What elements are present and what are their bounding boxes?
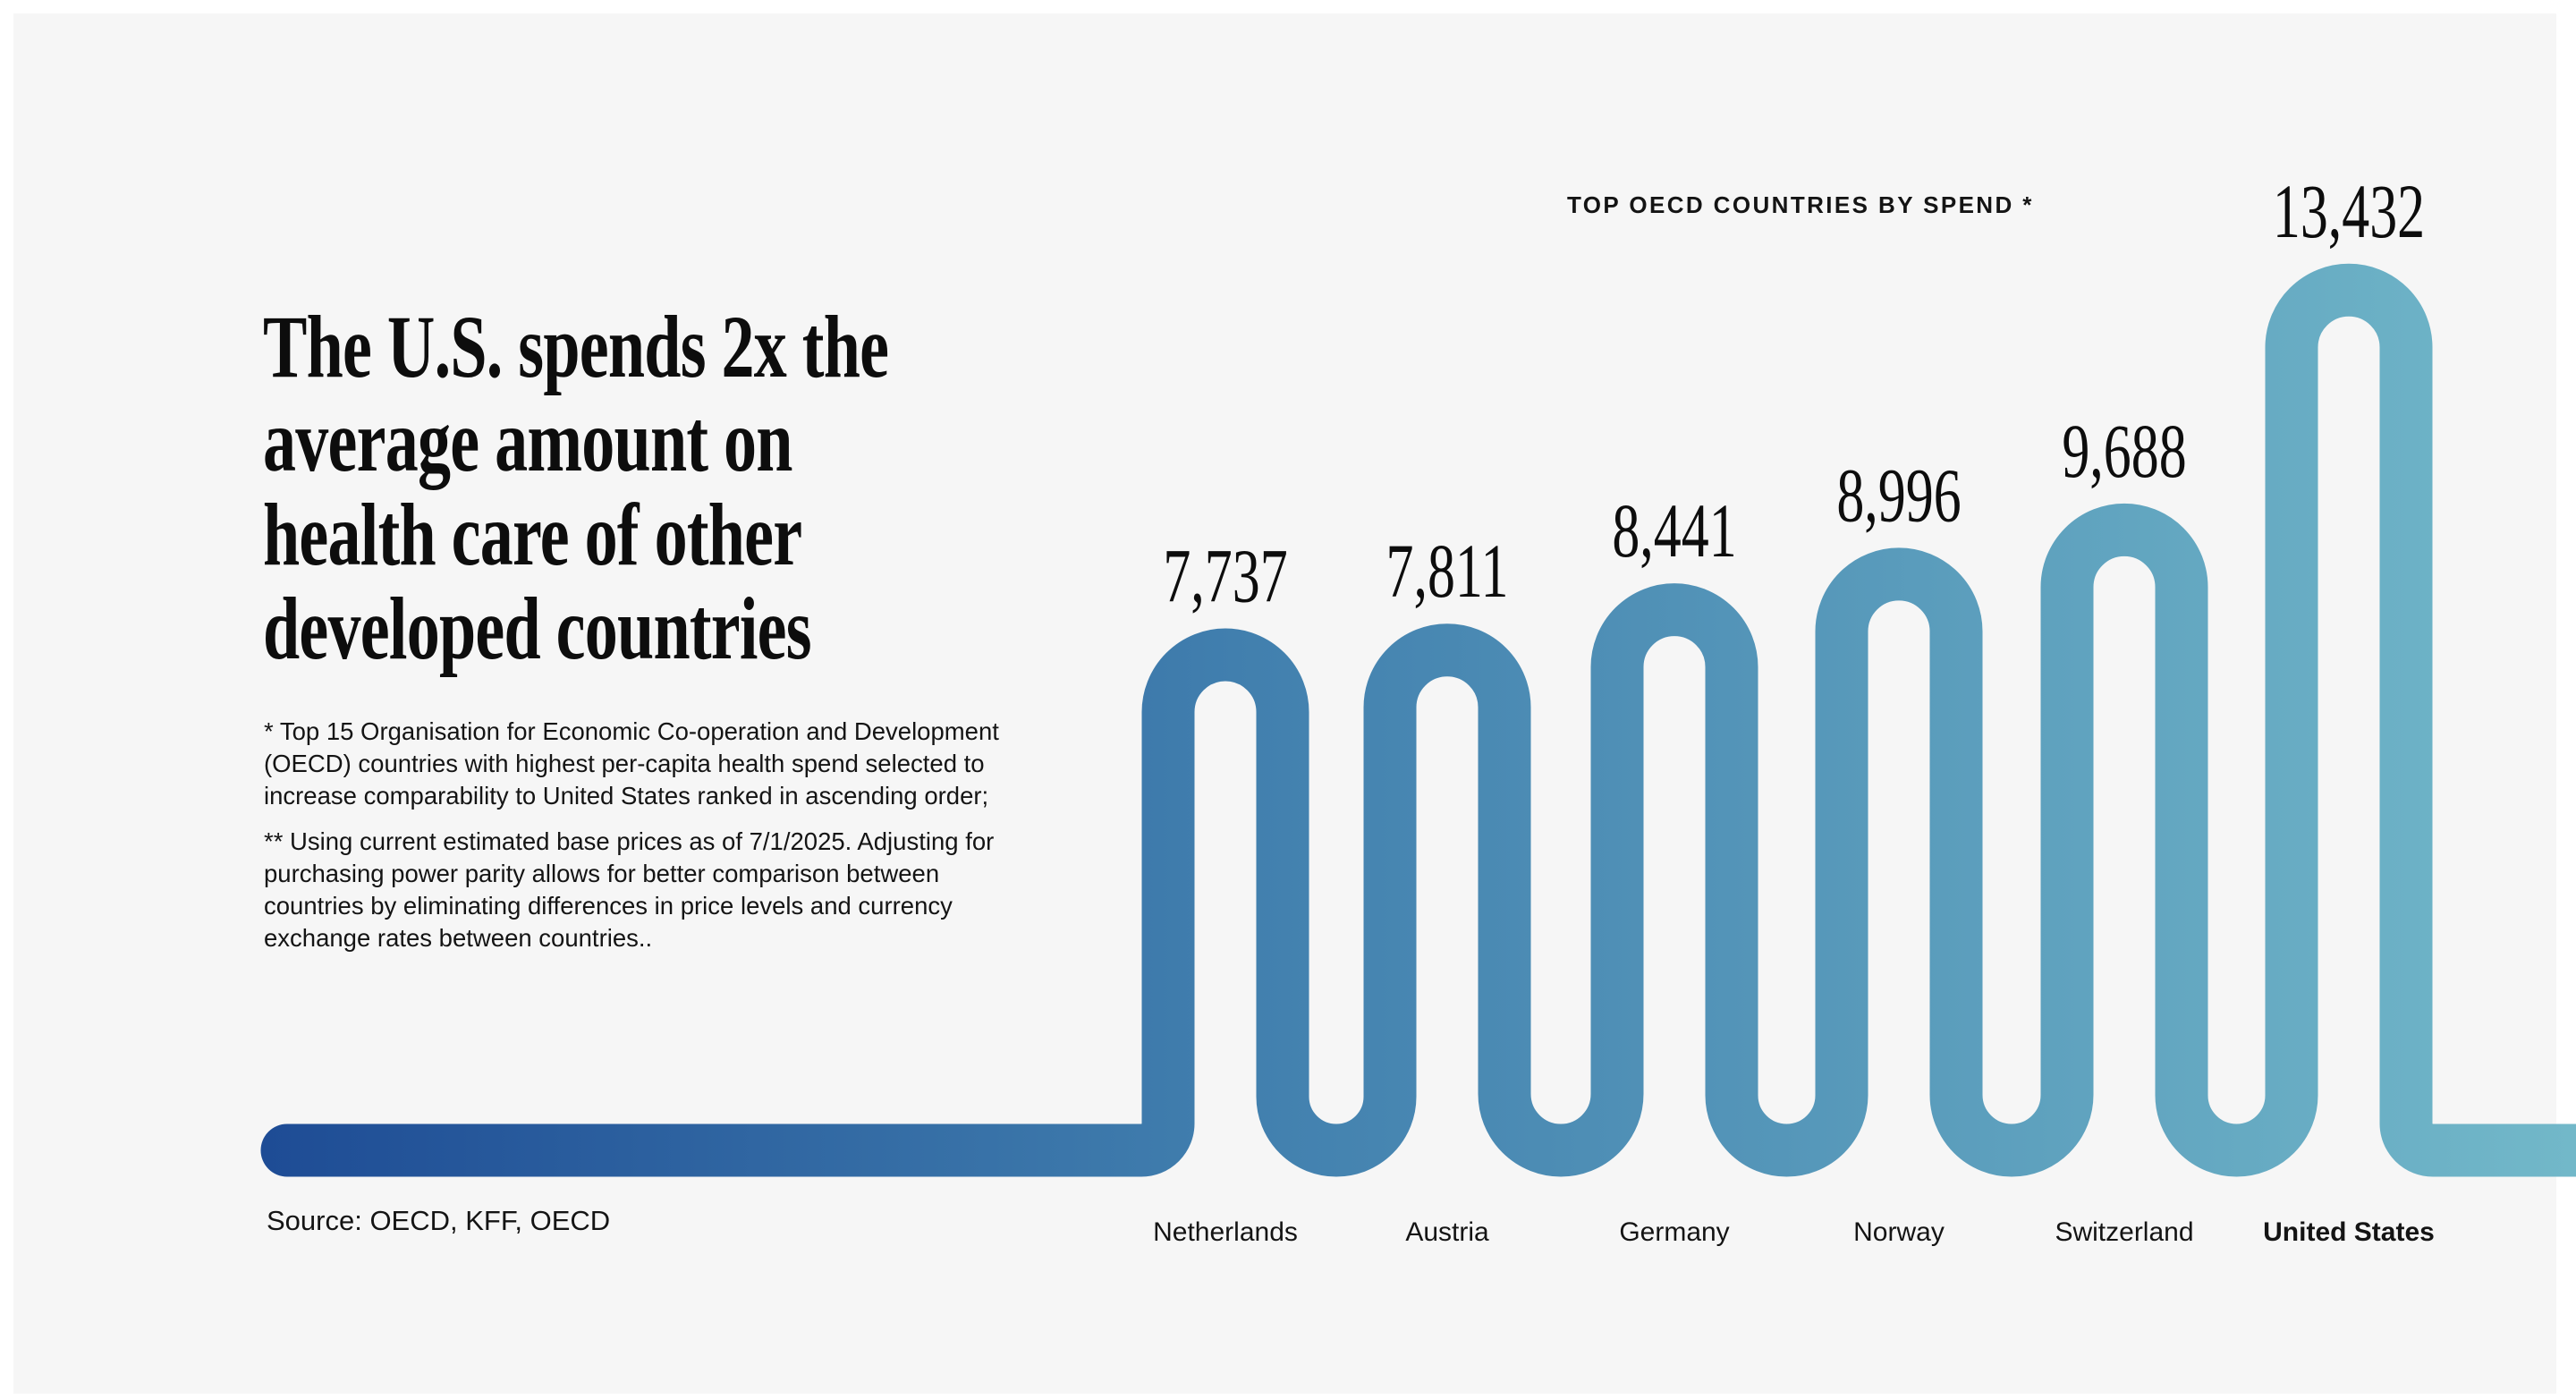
- footnote-line: (OECD) countries with highest per-capita…: [264, 750, 985, 777]
- category-label: Austria: [1405, 1217, 1489, 1247]
- category-label: Norway: [1853, 1217, 1945, 1247]
- value-label: 7,811: [1385, 529, 1508, 614]
- arch-switzerland: [2040, 503, 2208, 1096]
- value-label: 9,688: [2062, 409, 2186, 494]
- headline-line: developed countries: [263, 579, 812, 678]
- valley-connector: [1705, 1094, 1868, 1177]
- footnote-line: countries by eliminating differences in …: [264, 892, 953, 920]
- category-label: Switzerland: [2055, 1217, 2193, 1247]
- valley-connector: [1256, 1095, 1417, 1177]
- arch-germany: [1590, 583, 1758, 1096]
- footnote-line: exchange rates between countries..: [264, 924, 653, 952]
- category-label: Netherlands: [1153, 1217, 1298, 1247]
- value-label: 13,432: [2273, 169, 2425, 254]
- valley-connector: [1478, 1092, 1644, 1177]
- footnote-line: increase comparability to United States …: [264, 782, 989, 810]
- footnote-oecd: * Top 15 Organisation for Economic Co-op…: [264, 716, 999, 812]
- chart-title: TOP OECD COUNTRIES BY SPEND *: [1567, 191, 2034, 218]
- headline-line: average amount on: [263, 391, 792, 490]
- headline: The U.S. spends 2x the average amount on…: [263, 297, 889, 678]
- category-label: Germany: [1619, 1217, 1729, 1247]
- arch-norway: [1815, 547, 1983, 1096]
- footnote-line: ** Using current estimated base prices a…: [264, 827, 995, 855]
- footnote-line: purchasing power parity allows for bette…: [264, 860, 940, 887]
- category-label: United States: [2263, 1217, 2435, 1247]
- arch-united-states: [2265, 263, 2433, 1123]
- headline-line: The U.S. spends 2x the: [263, 297, 889, 396]
- source-note: Source: OECD, KFF, OECD: [267, 1205, 611, 1236]
- footnote-prices: ** Using current estimated base prices a…: [264, 826, 999, 954]
- headline-line: health care of other: [263, 485, 802, 584]
- valley-connector: [1929, 1093, 2094, 1177]
- footnotes: * Top 15 Organisation for Economic Co-op…: [264, 716, 999, 968]
- value-label: 7,737: [1163, 534, 1287, 619]
- baseline-lead: [260, 1097, 1195, 1177]
- value-label: 8,441: [1612, 488, 1736, 573]
- arch-austria: [1363, 623, 1531, 1097]
- valley-connector: [2155, 1094, 2318, 1177]
- value-label: 8,996: [1836, 454, 1961, 538]
- arch-netherlands: [1141, 628, 1309, 1123]
- footnote-line: * Top 15 Organisation for Economic Co-op…: [264, 717, 999, 745]
- baseline-tail: [2379, 1121, 2576, 1177]
